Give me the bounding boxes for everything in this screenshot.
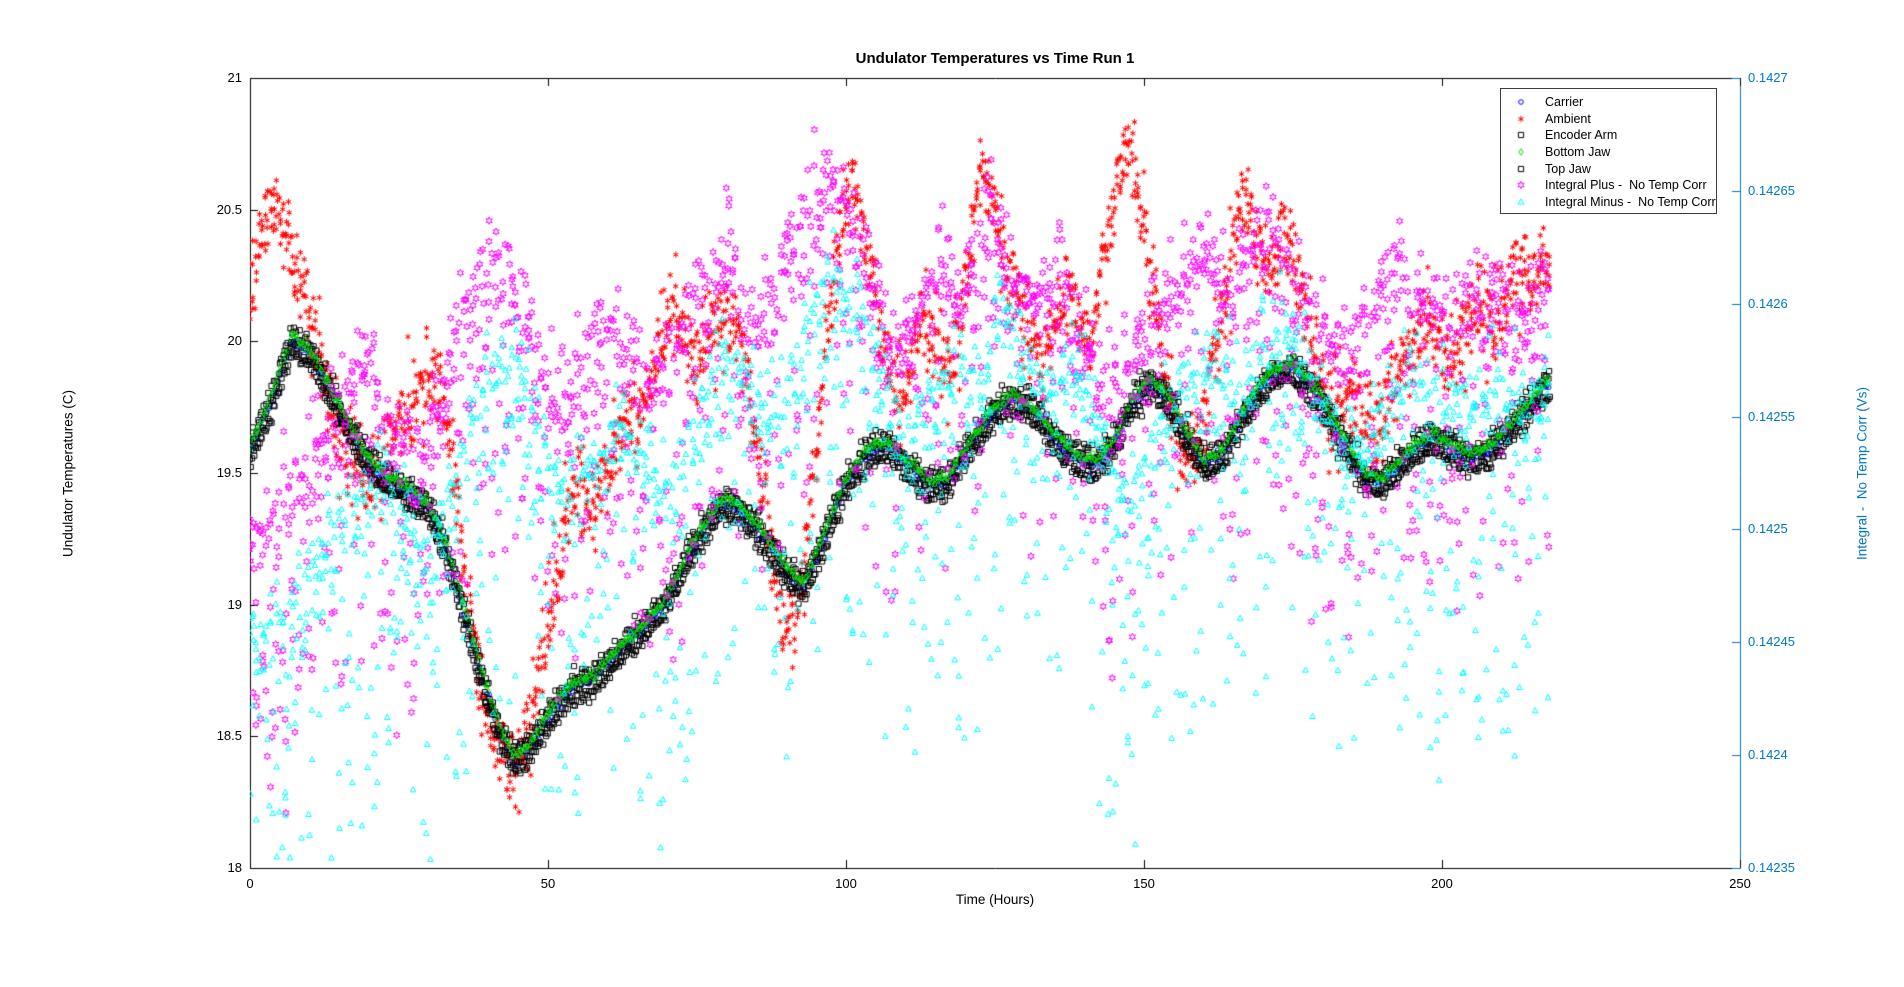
triangle-icon xyxy=(1507,193,1545,210)
legend-label: Carrier xyxy=(1545,95,1584,110)
y-right-tick-label: 0.1426 xyxy=(1748,295,1788,311)
legend-row: Top Jaw xyxy=(1507,160,1716,177)
square-icon xyxy=(1507,160,1545,177)
x-tick-label: 250 xyxy=(1729,876,1751,891)
legend-row: Ambient xyxy=(1507,110,1716,128)
x-tick-label: 50 xyxy=(540,876,556,891)
legend-row: Encoder Arm xyxy=(1507,127,1716,144)
y-right-tick-label: 0.14255 xyxy=(1748,408,1795,424)
y-right-tick-label: 0.1425 xyxy=(1748,521,1788,537)
y-right-tick-label: 0.14235 xyxy=(1748,860,1795,875)
asterisk-icon xyxy=(1507,110,1545,127)
y-left-axis-label: Undulator Temperatures (C) xyxy=(60,389,76,558)
y-left-tick-label: 18 xyxy=(227,860,242,875)
x-axis-label: Time (Hours) xyxy=(955,892,1035,907)
x-tick-label: 200 xyxy=(1431,876,1453,891)
x-tick-label: 100 xyxy=(835,876,857,891)
y-left-tick-label: 18.5 xyxy=(216,728,242,744)
circle-icon xyxy=(1507,94,1545,111)
y-right-tick-label: 0.1427 xyxy=(1748,70,1788,85)
hexagram-icon xyxy=(1507,177,1545,194)
legend-label: Ambient xyxy=(1545,111,1591,126)
legend-label: Bottom Jaw xyxy=(1545,145,1611,160)
y-left-tick-label: 21 xyxy=(227,70,242,85)
legend: Carrier Ambient Encoder Arm Bottom Jaw Top J… xyxy=(1500,88,1717,214)
legend-row: Carrier xyxy=(1507,94,1716,111)
y-right-axis-label: Integral - No Temp Corr (Vs) xyxy=(1854,386,1870,561)
legend-row: Integral Plus - No Temp Corr xyxy=(1507,177,1716,194)
square-icon xyxy=(1507,127,1545,144)
legend-label: Integral Plus - No Temp Corr xyxy=(1545,178,1707,193)
y-left-tick-label: 19.5 xyxy=(216,465,242,480)
y-left-tick-label: 20.5 xyxy=(216,201,242,217)
y-right-tick-label: 0.1424 xyxy=(1748,747,1788,763)
y-right-tick-label: 0.14245 xyxy=(1748,634,1795,650)
chart-title: Undulator Temperatures vs Time Run 1 xyxy=(855,50,1135,67)
y-left-tick-label: 20 xyxy=(227,333,242,349)
x-tick-label: 150 xyxy=(1133,876,1155,891)
legend-row: Bottom Jaw xyxy=(1507,144,1716,161)
x-tick-label: 0 xyxy=(246,876,254,891)
diamond-icon xyxy=(1507,144,1545,161)
y-left-tick-label: 19 xyxy=(227,596,242,612)
y-right-tick-label: 0.14265 xyxy=(1748,182,1795,198)
legend-row: Integral Minus - No Temp Corr xyxy=(1507,193,1716,211)
legend-label: Integral Minus - No Temp Corr xyxy=(1545,194,1716,209)
legend-label: Top Jaw xyxy=(1545,161,1591,176)
legend-label: Encoder Arm xyxy=(1545,128,1618,143)
